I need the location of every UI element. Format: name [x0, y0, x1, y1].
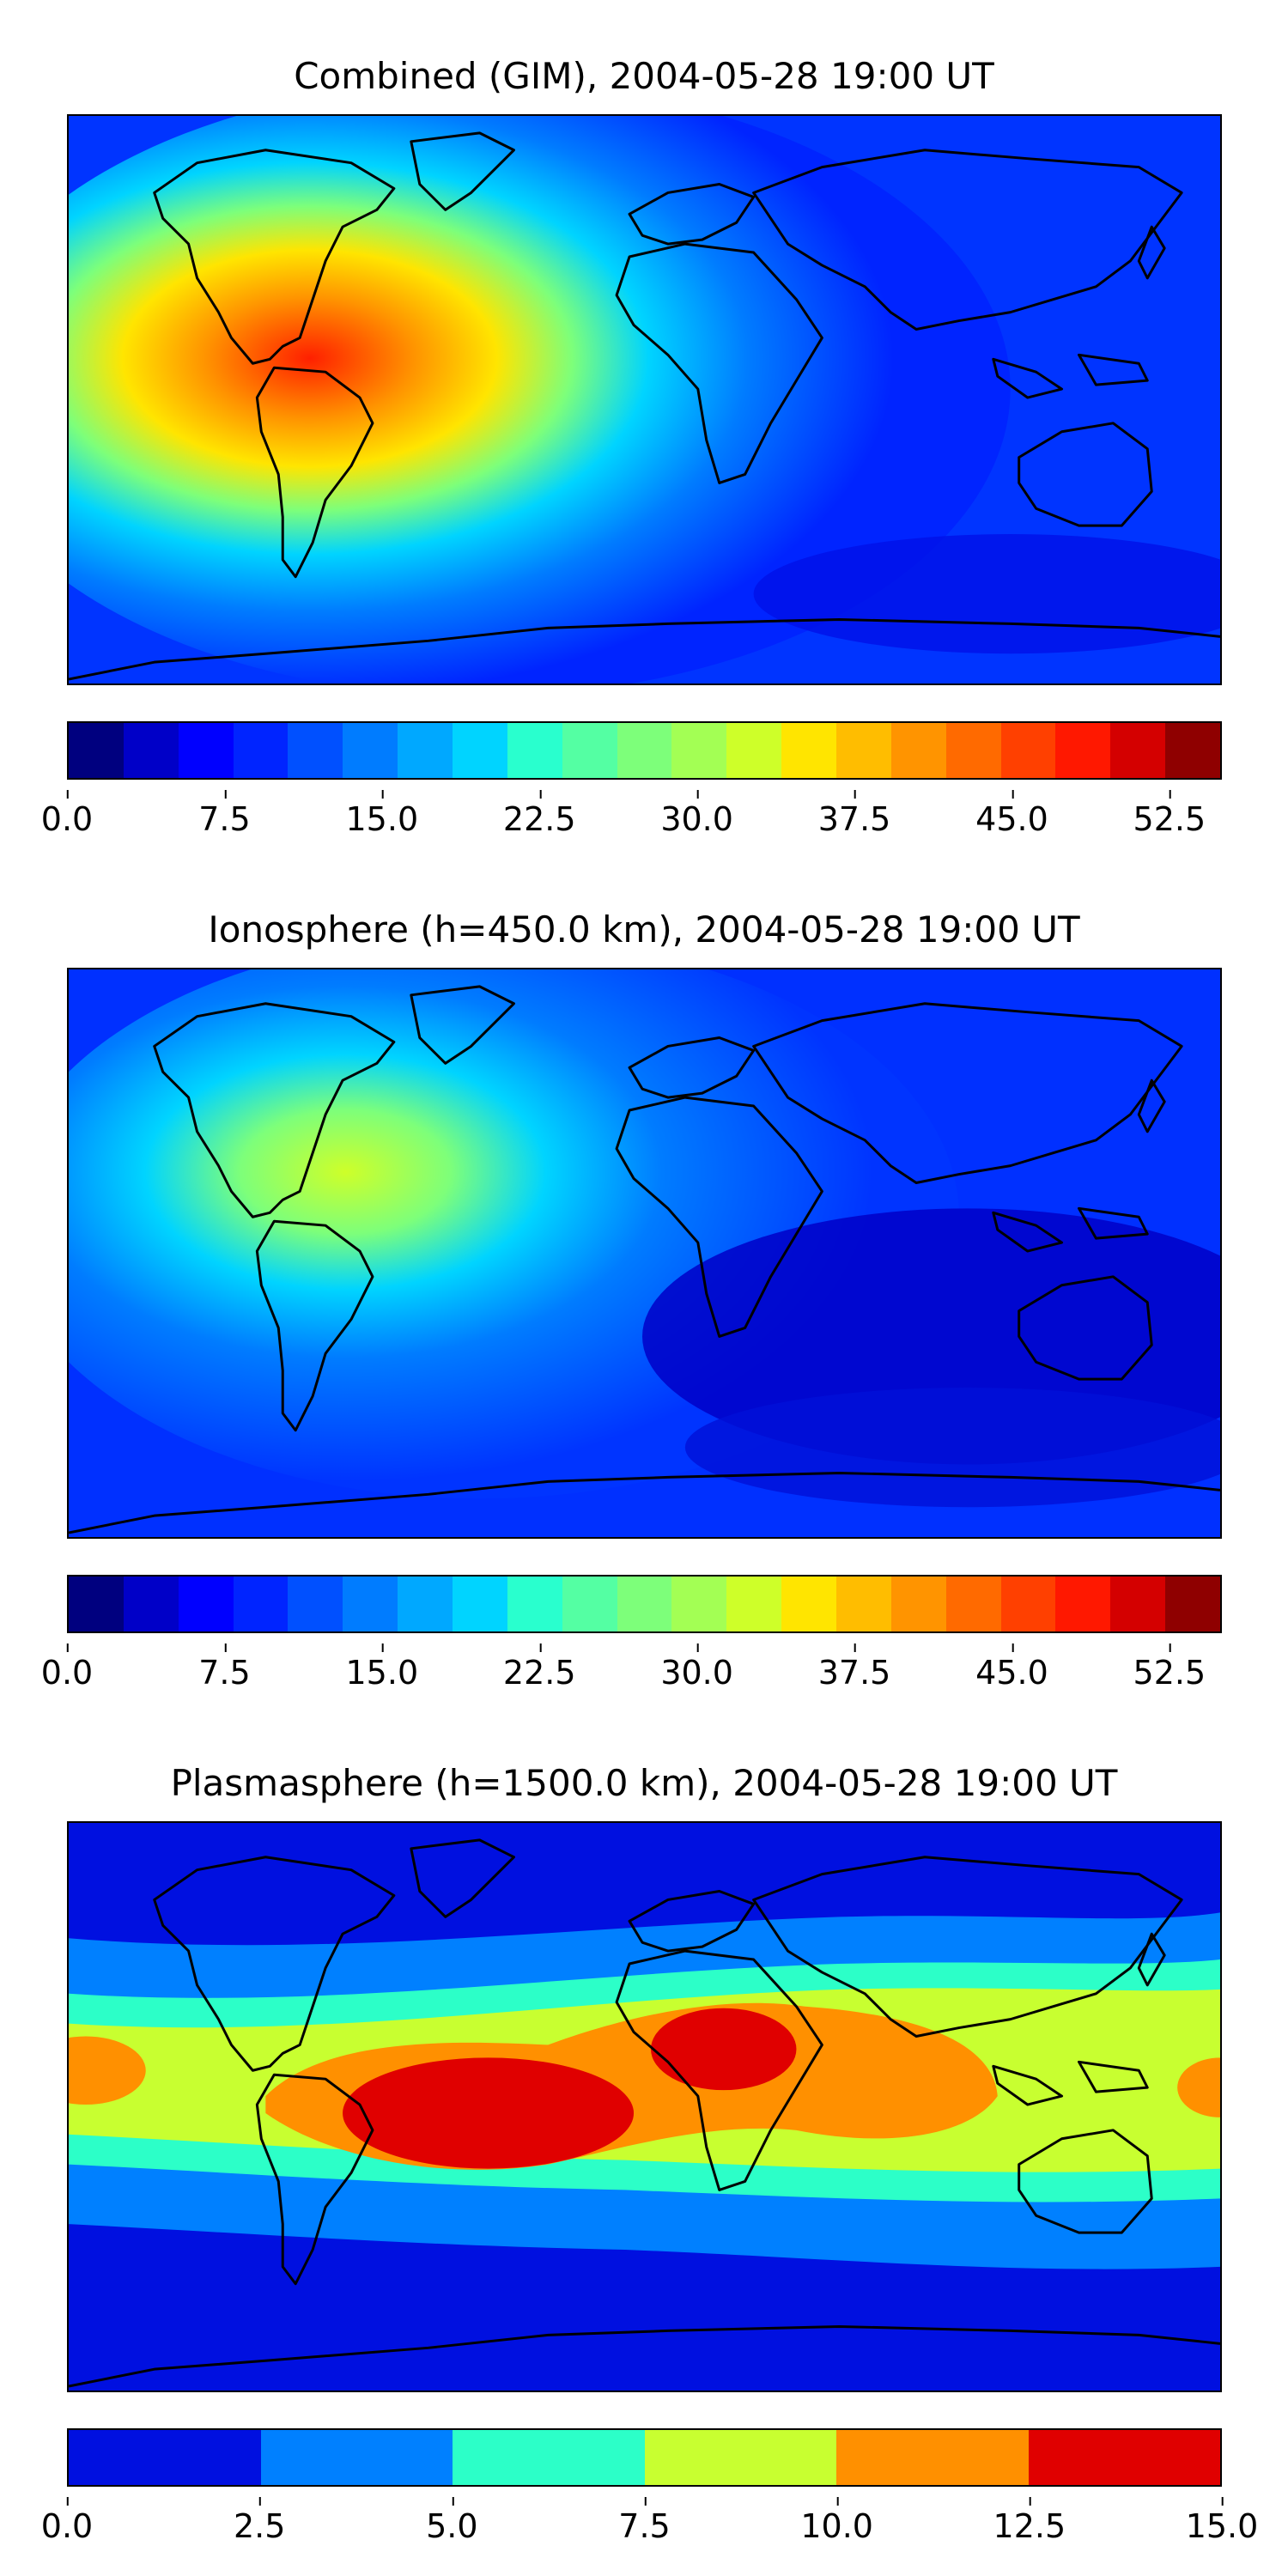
colorbar-segment [617, 1577, 672, 1631]
colorbar-segment [781, 723, 837, 778]
colorbar-tick-label: 45.0 [975, 790, 1048, 838]
colorbar-segment [1165, 1577, 1221, 1631]
colorbar-segment [617, 723, 672, 778]
colorbar-segment [288, 723, 343, 778]
colorbar-tick-label: 12.5 [993, 2497, 1066, 2545]
colorbar-segment [836, 723, 891, 778]
colorbar-segment [453, 723, 507, 778]
colorbar-tick-label: 15.0 [345, 1643, 419, 1692]
panel-3-map [67, 1821, 1222, 2392]
panel-2-title: Ionosphere (h=450.0 km), 2004-05-28 19:0… [208, 908, 1080, 951]
colorbar-tick-label: 15.0 [1185, 2497, 1259, 2545]
colorbar-tick-label: 7.5 [198, 790, 251, 838]
colorbar-tick-label: 22.5 [502, 1643, 576, 1692]
panel-2-colorbar-ticks: 0.0 7.5 15.0 22.5 30.0 37.5 45.0 52.5 [41, 1643, 1222, 1697]
colorbar-segment [453, 2430, 645, 2485]
colorbar-tick-label: 52.5 [1133, 790, 1206, 838]
panel-1-colorbar [67, 721, 1222, 780]
colorbar-segment [123, 723, 179, 778]
colorbar-segment [178, 1577, 234, 1631]
colorbar-segment [233, 1577, 289, 1631]
colorbar-segment [343, 1577, 398, 1631]
colorbar-tick-label: 5.0 [426, 2497, 478, 2545]
panel-2-colorbar [67, 1575, 1222, 1633]
colorbar-segment [507, 1577, 562, 1631]
panel-1-colorbar-ticks: 0.0 7.5 15.0 22.5 30.0 37.5 45.0 52.5 [41, 790, 1222, 843]
colorbar-tick-label: 37.5 [817, 790, 891, 838]
colorbar-segment [726, 1577, 782, 1631]
colorbar-tick-label: 52.5 [1133, 1643, 1206, 1692]
colorbar-tick-label: 45.0 [975, 1643, 1048, 1692]
colorbar-segment [890, 1577, 946, 1631]
panel-3-colorbar [67, 2428, 1222, 2487]
colorbar-segment [398, 1577, 453, 1631]
colorbar-segment [398, 723, 453, 778]
colorbar-segment [69, 1577, 124, 1631]
colorbar-segment [562, 723, 617, 778]
colorbar-tick-label: 0.0 [40, 2497, 94, 2545]
colorbar-segment [671, 1577, 727, 1631]
colorbar-tick-label: 22.5 [502, 790, 576, 838]
panel-2-map [67, 968, 1222, 1539]
colorbar-tick-label: 2.5 [233, 2497, 286, 2545]
colorbar-segment [260, 2430, 453, 2485]
colorbar-segment [1165, 723, 1221, 778]
colorbar-segment [178, 723, 234, 778]
colorbar-segment [836, 1577, 891, 1631]
colorbar-segment [1055, 723, 1111, 778]
colorbar-tick-label: 0.0 [40, 790, 94, 838]
colorbar-segment [671, 723, 727, 778]
panel-3-title: Plasmasphere (h=1500.0 km), 2004-05-28 1… [170, 1762, 1118, 1804]
colorbar-tick-label: 30.0 [660, 790, 733, 838]
colorbar-segment [945, 723, 1001, 778]
colorbar-segment [890, 723, 946, 778]
colorbar-segment [1110, 1577, 1166, 1631]
colorbar-tick-label: 30.0 [660, 1643, 733, 1692]
colorbar-segment [233, 723, 289, 778]
colorbar-segment [945, 1577, 1001, 1631]
colorbar-segment [123, 1577, 179, 1631]
colorbar-tick-label: 15.0 [345, 790, 419, 838]
colorbar-segment [836, 2430, 1029, 2485]
colorbar-segment [726, 723, 782, 778]
colorbar-segment [781, 1577, 837, 1631]
colorbar-segment [69, 2430, 261, 2485]
panel-1-map [67, 114, 1222, 685]
colorbar-tick-label: 10.0 [800, 2497, 873, 2545]
colorbar-tick-label: 0.0 [40, 1643, 94, 1692]
colorbar-segment [1055, 1577, 1111, 1631]
colorbar-tick-label: 7.5 [198, 1643, 251, 1692]
colorbar-segment [343, 723, 398, 778]
colorbar-segment [1000, 1577, 1056, 1631]
colorbar-segment [1028, 2430, 1220, 2485]
colorbar-segment [453, 1577, 507, 1631]
colorbar-tick-label: 7.5 [618, 2497, 671, 2545]
colorbar-segment [562, 1577, 617, 1631]
colorbar-segment [644, 2430, 836, 2485]
colorbar-segment [1110, 723, 1166, 778]
colorbar-segment [288, 1577, 343, 1631]
colorbar-segment [1000, 723, 1056, 778]
colorbar-segment [69, 723, 124, 778]
panel-3-colorbar-ticks: 0.0 2.5 5.0 7.5 10.0 12.5 15.0 [41, 2497, 1258, 2550]
colorbar-segment [507, 723, 562, 778]
colorbar-tick-label: 37.5 [817, 1643, 891, 1692]
panel-1-title: Combined (GIM), 2004-05-28 19:00 UT [294, 55, 994, 97]
